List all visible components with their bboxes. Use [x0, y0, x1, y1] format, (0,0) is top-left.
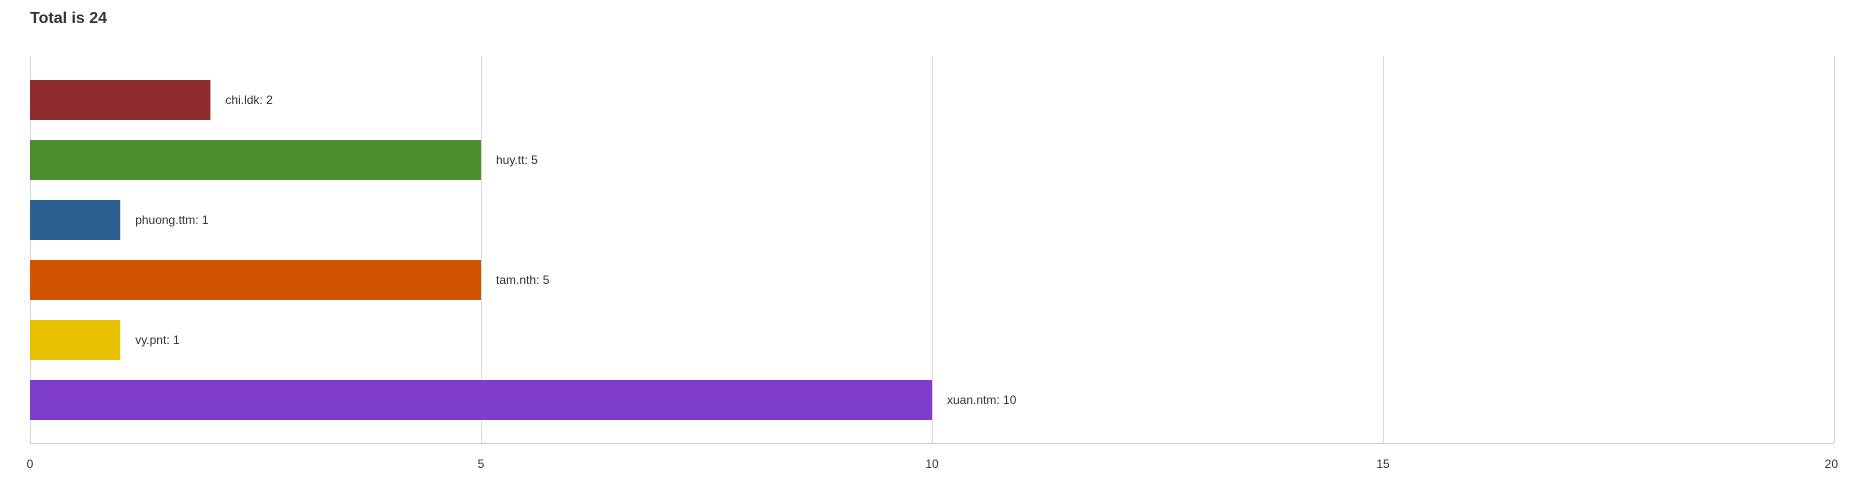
x-tick-label: 15 [1376, 457, 1390, 471]
data-label: xuan.ntm: 10 [947, 393, 1017, 407]
data-label: vy.pnt: 1 [135, 333, 180, 347]
x-axis: 0 5 10 15 20 [27, 443, 1839, 471]
x-tick-label: 10 [925, 457, 939, 471]
x-tick-label: 5 [478, 457, 485, 471]
data-label: tam.nth: 5 [496, 273, 550, 287]
bar-chi.ldk[interactable] [30, 80, 211, 120]
data-label: phuong.ttm: 1 [135, 213, 209, 227]
data-label: chi.ldk: 2 [225, 93, 273, 107]
bar-huy.tt[interactable] [30, 140, 481, 180]
chart-title: Total is 24 [30, 10, 108, 27]
x-tick-label: 0 [27, 457, 34, 471]
grid-lines [30, 56, 1835, 443]
bar-xuan.ntm[interactable] [30, 380, 932, 420]
data-labels: chi.ldk: 2 huy.tt: 5 phuong.ttm: 1 tam.nth:… [135, 93, 1017, 407]
data-label: huy.tt: 5 [496, 153, 538, 167]
bar-phuong.ttm[interactable] [30, 200, 121, 240]
bar-tam.nth[interactable] [30, 260, 481, 300]
x-tick-label: 20 [1825, 457, 1839, 471]
bars [30, 80, 932, 420]
bar-vy.pnt[interactable] [30, 320, 121, 360]
